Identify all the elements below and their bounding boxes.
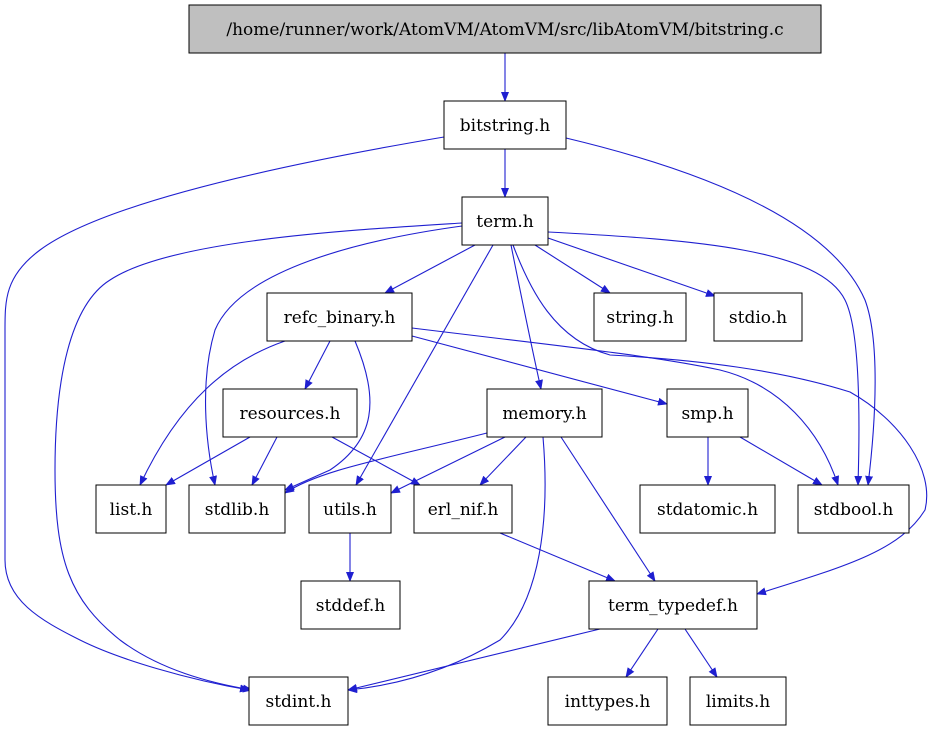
- edge-term-typedef-h-to-limits-h: [684, 628, 718, 678]
- node-label: stdint.h: [265, 692, 331, 712]
- edge-term-h-to-stdio-h: [547, 237, 716, 297]
- node-box: [713, 292, 803, 342]
- node-box: [222, 388, 358, 438]
- node-label: smp.h: [681, 404, 733, 424]
- node-box: [547, 676, 668, 726]
- edge-term-typedef-h-to-stdint-h: [347, 628, 601, 692]
- node-label: stdlib.h: [205, 500, 270, 520]
- edge-refc-binary-h-to-smp-h: [411, 335, 668, 406]
- edge-term-h-to-stdint-h: [54, 222, 463, 693]
- node-term-h[interactable]: term.h: [461, 196, 549, 246]
- edge-memory-h-to-stdlib-h: [284, 432, 488, 494]
- node-stdlib-h[interactable]: stdlib.h: [188, 484, 286, 534]
- node-limits-h[interactable]: limits.h: [689, 676, 787, 726]
- node-box: [413, 484, 513, 534]
- node-label: list.h: [110, 500, 153, 520]
- node-box: [248, 676, 349, 726]
- node-label: stdatomic.h: [657, 500, 758, 520]
- node-label: limits.h: [706, 692, 770, 712]
- node-box: [593, 292, 687, 342]
- node-label: refc_binary.h: [284, 308, 396, 328]
- edge-term-typedef-h-to-inttypes-h: [625, 628, 659, 678]
- node-refc-binary-h[interactable]: refc_binary.h: [266, 292, 413, 342]
- node-box: [266, 292, 413, 342]
- node-list-h[interactable]: list.h: [95, 484, 167, 534]
- nodes-layer: /home/runner/work/AtomVM/AtomVM/src/libA…: [95, 4, 910, 726]
- node-box: [188, 484, 286, 534]
- node-stdio-h[interactable]: stdio.h: [713, 292, 803, 342]
- edge-term-h-to-stdlib-h: [204, 225, 463, 486]
- node-string-h[interactable]: string.h: [593, 292, 687, 342]
- edge-term-h-to-term-typedef-h: [512, 244, 928, 596]
- node-label: term.h: [476, 212, 534, 232]
- edge-smp-h-to-stdbool-h: [739, 436, 823, 486]
- node-box: [797, 484, 910, 534]
- node-box: [188, 4, 822, 54]
- node-box: [666, 388, 749, 438]
- edge-bitstring-h-to-stdint-h: [4, 136, 445, 693]
- node-box: [486, 388, 603, 438]
- node-label: erl_nif.h: [428, 500, 499, 520]
- edges-layer: [4, 53, 928, 694]
- edge-resources-h-to-list-h: [165, 436, 251, 486]
- node-box: [95, 484, 167, 534]
- edge-resources-h-to-erl-nif-h: [331, 436, 421, 486]
- node-box: [588, 580, 758, 630]
- node-stdbool-h[interactable]: stdbool.h: [797, 484, 910, 534]
- node-label: string.h: [606, 308, 673, 328]
- node-bitstring-h[interactable]: bitstring.h: [443, 100, 567, 150]
- node-label: inttypes.h: [565, 692, 651, 712]
- edge-term-h-to-stdbool-h: [547, 231, 863, 486]
- node-utils-h[interactable]: utils.h: [308, 484, 392, 534]
- node-stdint-h[interactable]: stdint.h: [248, 676, 349, 726]
- node-box: [639, 484, 776, 534]
- node-stdatomic-h[interactable]: stdatomic.h: [639, 484, 776, 534]
- node-term-typedef-h[interactable]: term_typedef.h: [588, 580, 758, 630]
- edge-bitstring-h-to-stdbool-h: [565, 137, 876, 486]
- node-label: memory.h: [502, 404, 586, 424]
- edge-refc-binary-h-to-list-h: [139, 340, 286, 486]
- node-label: resources.h: [240, 404, 341, 424]
- node-box: [300, 580, 401, 630]
- edge-memory-h-to-term-typedef-h: [560, 436, 656, 582]
- node-label: bitstring.h: [460, 116, 551, 136]
- node-resources-h[interactable]: resources.h: [222, 388, 358, 438]
- node-erl-nif-h[interactable]: erl_nif.h: [413, 484, 513, 534]
- node-box: [443, 100, 567, 150]
- node-label: stdio.h: [729, 308, 787, 328]
- node-label: stdbool.h: [814, 500, 894, 520]
- edge-resources-h-to-stdlib-h: [251, 436, 278, 486]
- node-box: [689, 676, 787, 726]
- node-label: stddef.h: [316, 596, 385, 616]
- edge-refc-binary-h-to-resources-h: [304, 340, 331, 390]
- node-label: utils.h: [323, 500, 377, 520]
- edge-term-h-to-string-h: [534, 244, 611, 294]
- node-stddef-h[interactable]: stddef.h: [300, 580, 401, 630]
- node-smp-h[interactable]: smp.h: [666, 388, 749, 438]
- edge-memory-h-to-erl-nif-h: [479, 436, 527, 486]
- edge-refc-binary-h-to-stdlib-h: [284, 340, 371, 491]
- node-label: /home/runner/work/AtomVM/AtomVM/src/libA…: [226, 20, 783, 40]
- edge-term-h-to-refc-binary-h: [384, 244, 476, 294]
- node-root[interactable]: /home/runner/work/AtomVM/AtomVM/src/libA…: [188, 4, 822, 54]
- node-box: [461, 196, 549, 246]
- edge-refc-binary-h-to-stdbool-h: [411, 327, 839, 486]
- node-inttypes-h[interactable]: inttypes.h: [547, 676, 668, 726]
- edge-erl-nif-h-to-term-typedef-h: [499, 532, 616, 582]
- node-label: term_typedef.h: [608, 596, 738, 616]
- edge-memory-h-to-utils-h: [390, 436, 506, 494]
- edge-term-h-to-memory-h: [510, 244, 543, 390]
- node-memory-h[interactable]: memory.h: [486, 388, 603, 438]
- edge-term-h-to-utils-h: [355, 244, 494, 486]
- node-box: [308, 484, 392, 534]
- edge-memory-h-to-stdint-h: [347, 436, 546, 694]
